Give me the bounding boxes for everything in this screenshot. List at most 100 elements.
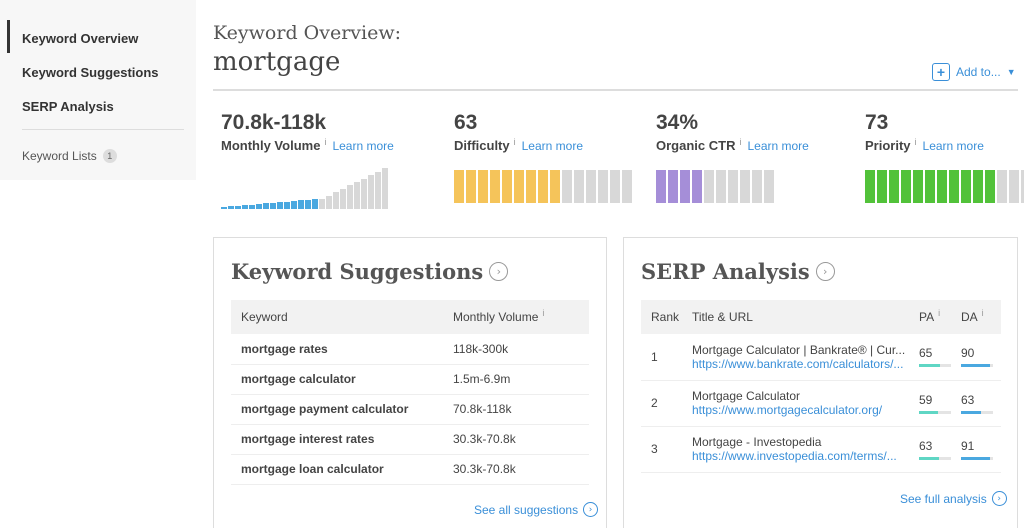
meter-segment — [680, 170, 690, 203]
pa-cell: 65 — [919, 334, 961, 381]
result-url-link[interactable]: https://www.bankrate.com/calculators/... — [692, 356, 904, 371]
info-icon: i — [981, 308, 984, 318]
meter-segment — [478, 170, 488, 203]
keyword-suggestions-title-text: Keyword Suggestions — [231, 259, 484, 284]
pa-cell: 63 — [919, 426, 961, 473]
keyword-cell[interactable]: mortgage calculator — [231, 364, 453, 395]
sidebar-item-keyword-suggestions[interactable]: Keyword Suggestions — [22, 65, 159, 80]
table-row[interactable]: mortgage rates 118k-300k — [231, 334, 589, 365]
volume-bar — [270, 203, 276, 209]
volume-bar — [312, 199, 318, 209]
pa-bar-fill — [919, 364, 940, 368]
see-full-analysis-text: See full analysis — [900, 491, 987, 506]
meter-segment — [550, 170, 560, 203]
volume-bar — [319, 199, 325, 209]
da-bar-fill — [961, 364, 990, 368]
table-row: 2 Mortgage Calculator https://www.mortgage… — [641, 380, 1001, 427]
volume-bar — [263, 203, 269, 209]
meter-segment — [997, 170, 1007, 203]
volume-bar — [291, 201, 297, 209]
priority-value: 73 — [865, 111, 889, 134]
meter-segment — [562, 170, 572, 203]
volume-bar — [368, 175, 374, 209]
difficulty-value: 63 — [454, 111, 478, 134]
sidebar-item-serp-analysis[interactable]: SERP Analysis — [22, 99, 114, 114]
table-row[interactable]: mortgage payment calculator 70.8k-118k — [231, 394, 589, 425]
meter-segment — [913, 170, 923, 203]
organic-ctr-value: 34% — [656, 111, 699, 134]
volume-bar — [326, 196, 332, 209]
meter-segment — [985, 170, 995, 203]
pa-bar — [919, 410, 951, 414]
meter-segment — [716, 170, 726, 203]
learn-more-link[interactable]: Learn more — [747, 139, 809, 153]
add-to-button[interactable]: + Add to... ▼ — [932, 63, 1016, 81]
table-row[interactable]: mortgage calculator 1.5m-6.9m — [231, 364, 589, 395]
serp-analysis-title[interactable]: SERP Analysis › — [641, 259, 835, 284]
see-full-analysis-link[interactable]: See full analysis › — [900, 491, 1007, 506]
meter-segment — [925, 170, 935, 203]
da-value: 91 — [961, 438, 975, 453]
result-url-link[interactable]: https://www.investopedia.com/terms/... — [692, 449, 897, 463]
chevron-right-circle-icon: › — [583, 502, 599, 517]
da-cell: 91 — [961, 426, 1001, 473]
keyword-cell[interactable]: mortgage payment calculator — [231, 394, 453, 425]
column-header-da[interactable]: DA i — [961, 300, 1001, 334]
info-icon[interactable]: i — [324, 137, 327, 147]
header-divider — [213, 89, 1018, 91]
learn-more-link[interactable]: Learn more — [332, 139, 394, 153]
volume-history-bars — [221, 168, 388, 209]
meter-segment — [764, 170, 774, 203]
volume-bar — [361, 179, 367, 209]
da-bar — [961, 456, 993, 460]
difficulty-meter — [454, 170, 632, 203]
column-header-da-text: DA — [961, 310, 978, 324]
column-header-rank[interactable]: Rank — [651, 310, 680, 324]
plus-icon: + — [932, 63, 950, 81]
meter-segment — [514, 170, 524, 203]
meter-segment — [865, 170, 875, 203]
title-url-cell: Mortgage Calculator | Bankrate® | Cur...… — [692, 334, 919, 381]
learn-more-link[interactable]: Learn more — [521, 139, 583, 153]
keyword-suggestions-title[interactable]: Keyword Suggestions › — [231, 259, 509, 284]
chevron-right-circle-icon[interactable]: › — [489, 262, 509, 281]
column-header-monthly-volume[interactable]: Monthly Volume i — [453, 300, 589, 334]
rank-cell: 3 — [641, 426, 692, 473]
table-row[interactable]: mortgage interest rates 30.3k-70.8k — [231, 424, 589, 455]
meter-segment — [937, 170, 947, 203]
da-bar-fill — [961, 456, 991, 460]
caret-down-icon: ▼ — [1006, 67, 1016, 77]
info-icon[interactable]: i — [914, 137, 917, 147]
volume-bar — [298, 200, 304, 209]
table-row[interactable]: mortgage loan calculator 30.3k-70.8k — [231, 454, 589, 485]
learn-more-link[interactable]: Learn more — [922, 139, 984, 153]
meter-segment — [490, 170, 500, 203]
keyword-cell[interactable]: mortgage loan calculator — [231, 454, 453, 485]
column-header-pa[interactable]: PA i — [919, 300, 961, 334]
see-all-suggestions-link[interactable]: See all suggestions › — [474, 502, 599, 517]
rank-cell: 2 — [641, 380, 692, 427]
keyword-cell[interactable]: mortgage rates — [231, 334, 453, 365]
table-row: 3 Mortgage - Investopedia https://www.inve… — [641, 426, 1001, 473]
keyword-suggestions-card: Keyword Suggestions › Keyword Monthly Vo… — [213, 237, 607, 528]
result-title: Mortgage - Investopedia — [692, 435, 822, 449]
sidebar-item-keyword-overview[interactable]: Keyword Overview — [6, 20, 139, 53]
volume-bar — [347, 185, 353, 209]
difficulty-label: Difficulty — [454, 138, 510, 153]
volume-bar — [375, 172, 381, 209]
meter-segment — [598, 170, 608, 203]
column-header-keyword[interactable]: Keyword — [241, 310, 288, 324]
keyword-cell[interactable]: mortgage interest rates — [231, 424, 453, 455]
metric-priority: 73 Priority i Learn more — [865, 110, 1024, 203]
chevron-right-circle-icon[interactable]: › — [815, 262, 835, 281]
info-icon[interactable]: i — [739, 137, 742, 147]
meter-segment — [466, 170, 476, 203]
volume-bar — [333, 192, 339, 209]
column-header-title-url[interactable]: Title & URL — [692, 310, 753, 324]
da-cell: 63 — [961, 380, 1001, 427]
sidebar-item-keyword-lists[interactable]: Keyword Lists 1 — [22, 149, 117, 163]
pa-value: 59 — [919, 392, 933, 407]
meter-segment — [454, 170, 464, 203]
info-icon[interactable]: i — [513, 137, 516, 147]
result-url-link[interactable]: https://www.mortgagecalculator.org/ — [692, 403, 883, 417]
